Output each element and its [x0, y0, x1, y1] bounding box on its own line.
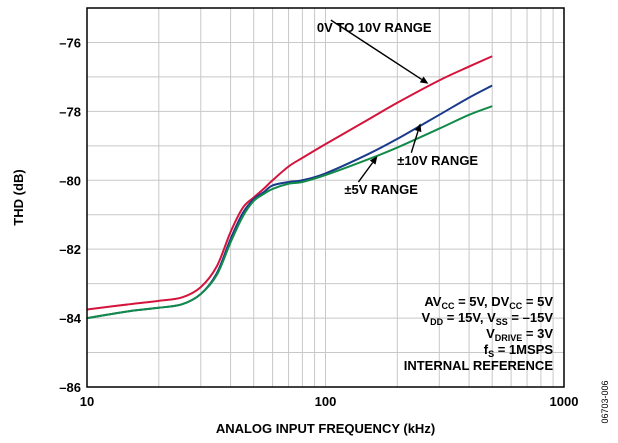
series-line-3: [86, 105, 493, 320]
y-axis-title: THD (dB): [11, 169, 26, 225]
condition-line-1: AVCC = 5V, DVCC = 5V: [424, 294, 553, 311]
x-tick-labels: 10 100 1000: [80, 394, 579, 409]
x-tick-label: 10: [80, 394, 94, 409]
figure-code: 06703-006: [600, 380, 610, 423]
condition-line-5: INTERNAL REFERENCE: [404, 358, 554, 373]
y-tick-label: –76: [59, 35, 81, 50]
y-tick-labels: –86 –84 –82 –80 –78 –76: [59, 35, 81, 395]
annotation-label-1: 0V TO 10V RANGE: [317, 20, 432, 35]
series-line-1: [86, 55, 493, 311]
x-axis-title: ANALOG INPUT FREQUENCY (kHz): [216, 421, 435, 436]
plot-frame: [86, 7, 565, 388]
annotation-arrowhead-1: [419, 76, 429, 84]
x-tick-label: 1000: [550, 394, 579, 409]
annotation-arrow-2: [410, 130, 419, 153]
annotation-arrow-1: [330, 19, 423, 81]
grid-lines: [87, 8, 564, 387]
condition-line-3: VDRIVE = 3V: [486, 326, 553, 343]
annotation-label-3: ±5V RANGE: [344, 182, 418, 197]
y-tick-label: –82: [59, 242, 81, 257]
condition-line-4: fS = 1MSPS: [484, 342, 554, 359]
annotation-arrowhead-2: [414, 123, 422, 133]
y-tick-label: –78: [59, 104, 81, 119]
x-tick-label: 100: [315, 394, 337, 409]
y-tick-label: –80: [59, 173, 81, 188]
series-annotations: 0V TO 10V RANGE ±10V RANGE ±5V RANGE: [317, 19, 478, 197]
y-tick-label: –86: [59, 380, 81, 395]
data-series: [86, 55, 493, 320]
y-tick-label: –84: [59, 311, 81, 326]
annotation-arrow-3: [357, 162, 374, 183]
annotation-label-2: ±10V RANGE: [397, 153, 478, 168]
annotation-arrowhead-3: [369, 156, 378, 165]
condition-line-2: VDD = 15V, VSS = –15V: [421, 310, 553, 327]
